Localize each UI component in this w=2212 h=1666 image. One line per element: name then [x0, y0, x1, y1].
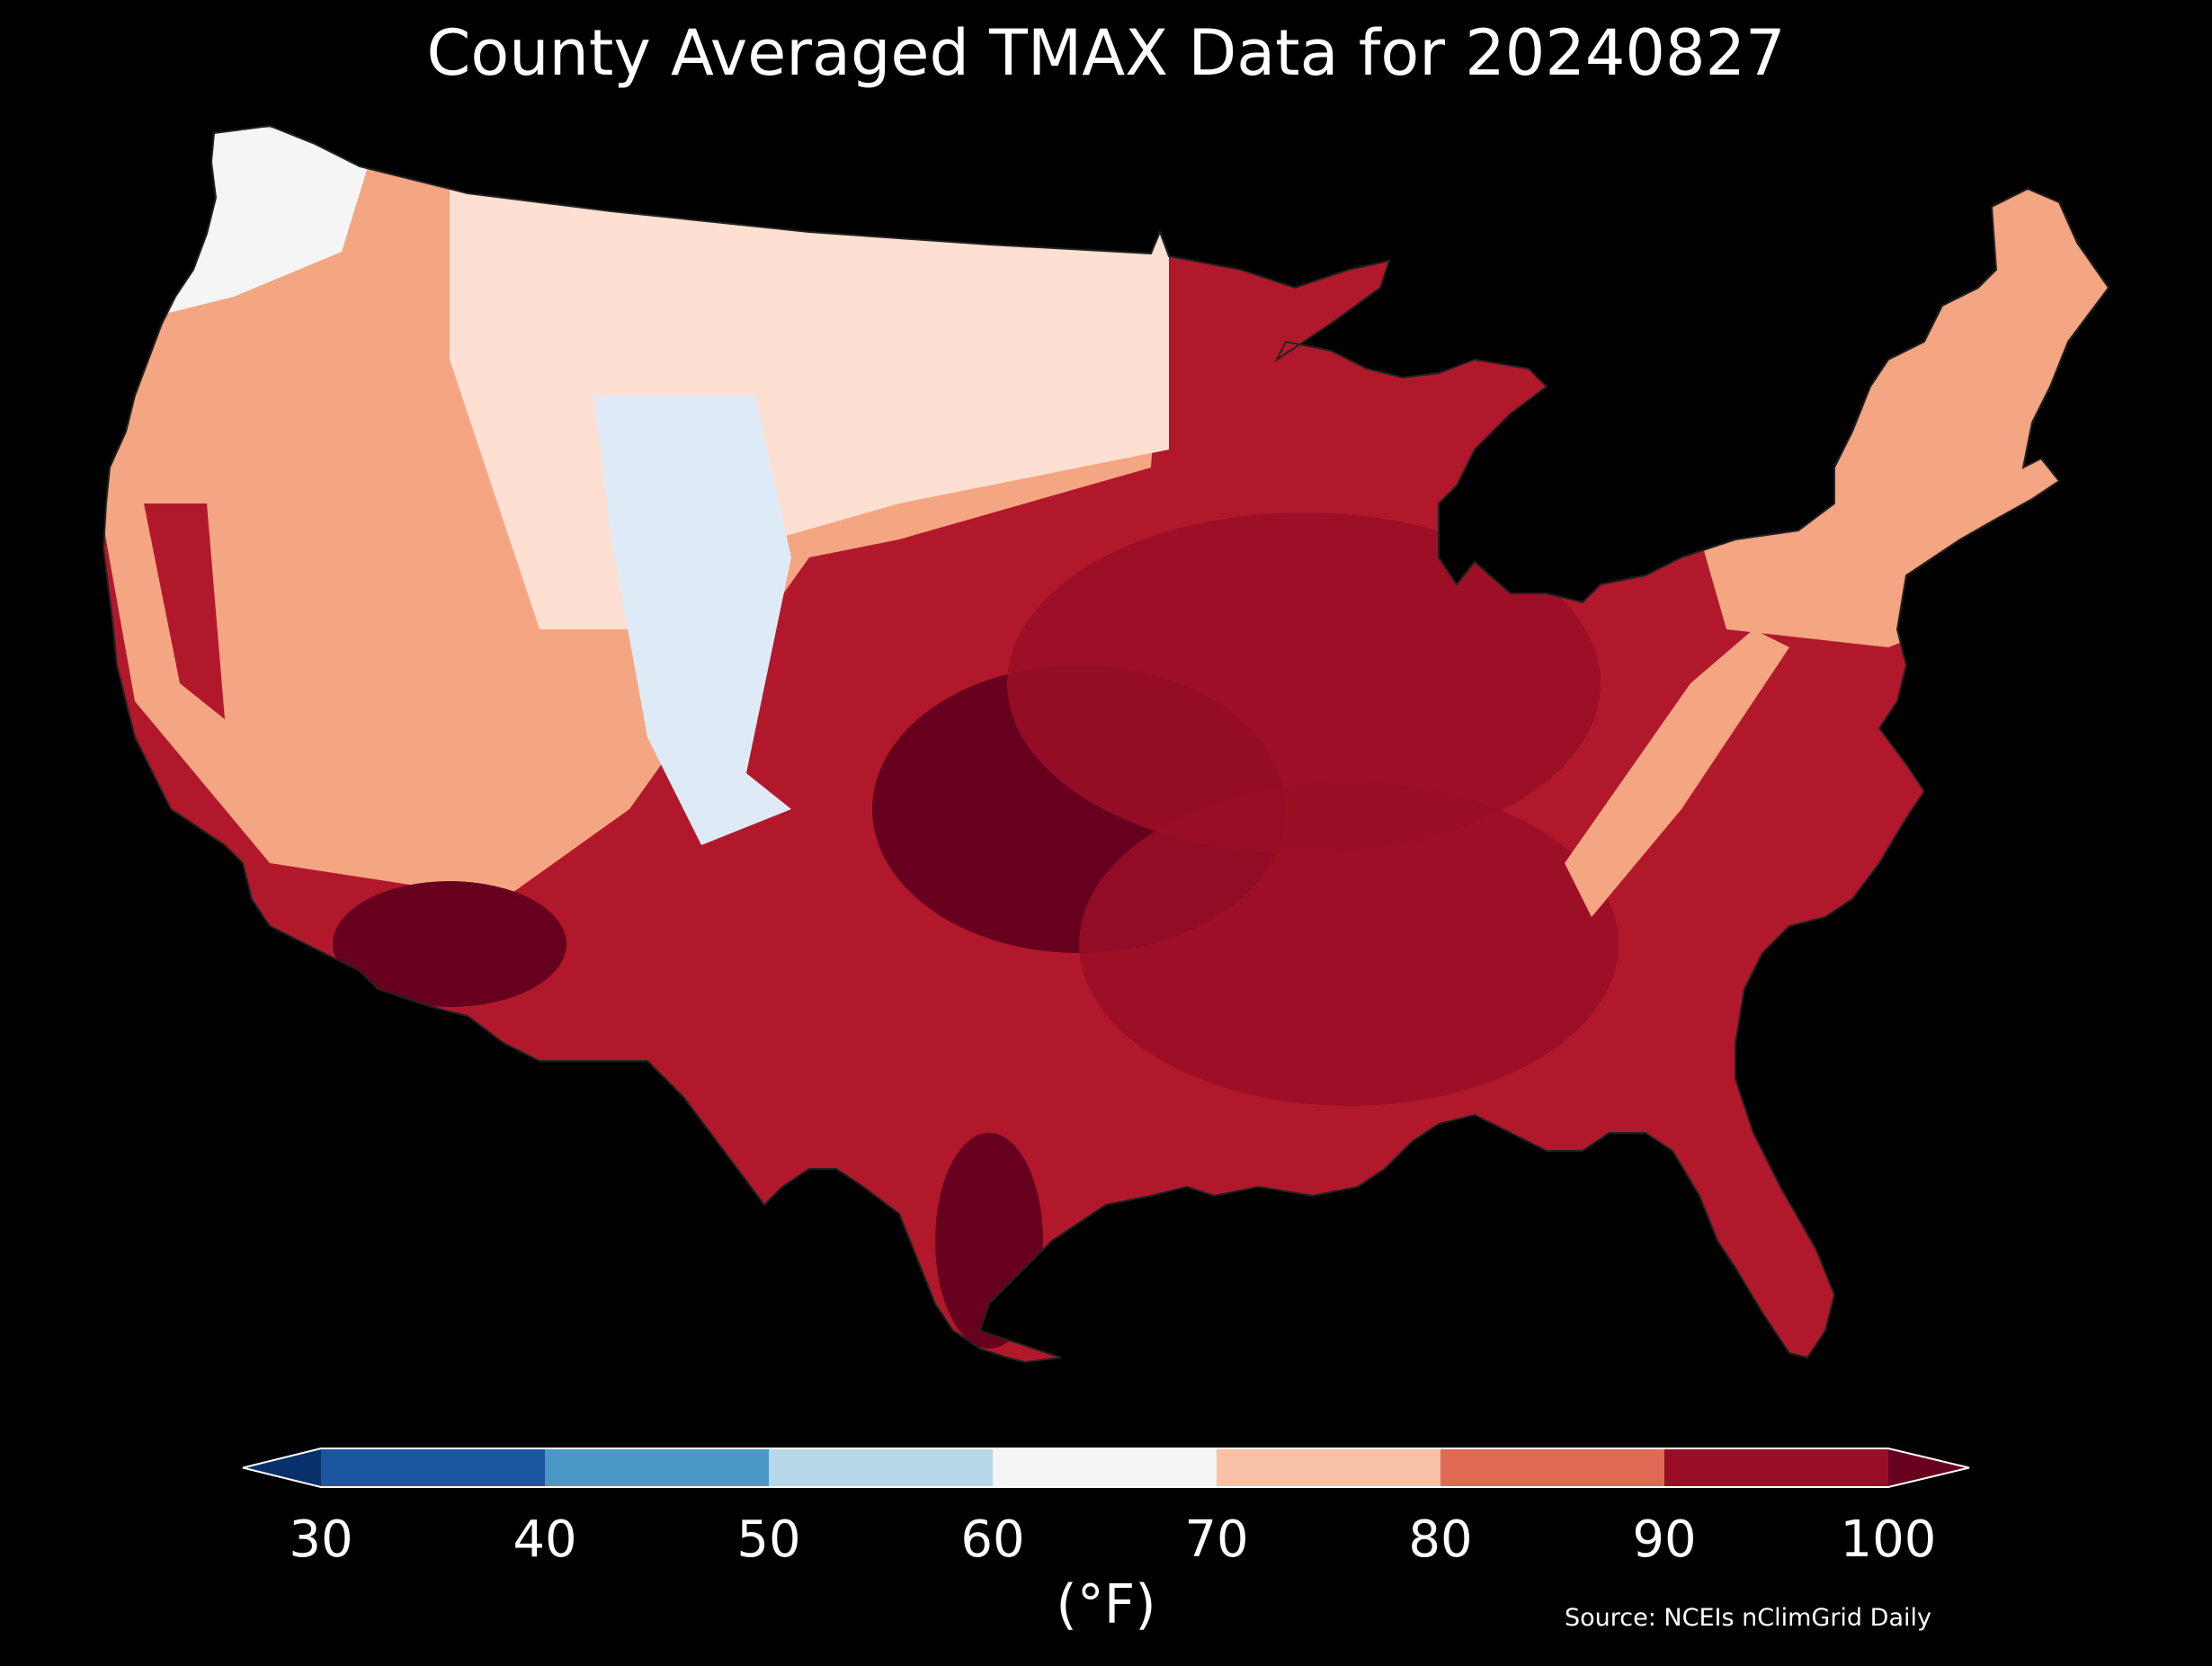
region-desert-southwest [333, 881, 566, 1007]
colorbar-unit-label: (°F) [1056, 1573, 1156, 1636]
colorbar-tick-label: 90 [1632, 1510, 1697, 1569]
source-label: Source: NCEIs nClimGrid Daily [1565, 1604, 1931, 1632]
colorbar-tick-label: 30 [289, 1510, 353, 1569]
colorbar-extend-low [243, 1448, 321, 1487]
colorbar-bin [1664, 1448, 1888, 1487]
colorbar-tick-label: 50 [736, 1510, 801, 1569]
colorbar-bin [321, 1448, 545, 1487]
colorbar-tick-label: 70 [1184, 1510, 1249, 1569]
colorbar-bin [769, 1448, 993, 1487]
colorbar-extend-high [1888, 1448, 1969, 1487]
colorbar-bin [1217, 1448, 1440, 1487]
region-midwest [1007, 512, 1601, 854]
colorbar-bin [1440, 1448, 1664, 1487]
map-title: County Averaged TMAX Data for 20240827 [426, 16, 1786, 90]
colorbar-bin [993, 1448, 1217, 1487]
region-appalachians [1565, 629, 1789, 917]
colorbar-outline [242, 1448, 1970, 1488]
region-central-valley [144, 503, 225, 719]
colorbar-tick-label: 40 [513, 1510, 577, 1569]
region-mid-south [1079, 782, 1619, 1106]
colorbar-tick-label: 100 [1840, 1510, 1937, 1569]
colorbar-tick-label: 60 [960, 1510, 1025, 1569]
region-rockies [593, 396, 791, 845]
colorbar-bin [545, 1448, 769, 1487]
colorbar-tick-label: 80 [1408, 1510, 1473, 1569]
